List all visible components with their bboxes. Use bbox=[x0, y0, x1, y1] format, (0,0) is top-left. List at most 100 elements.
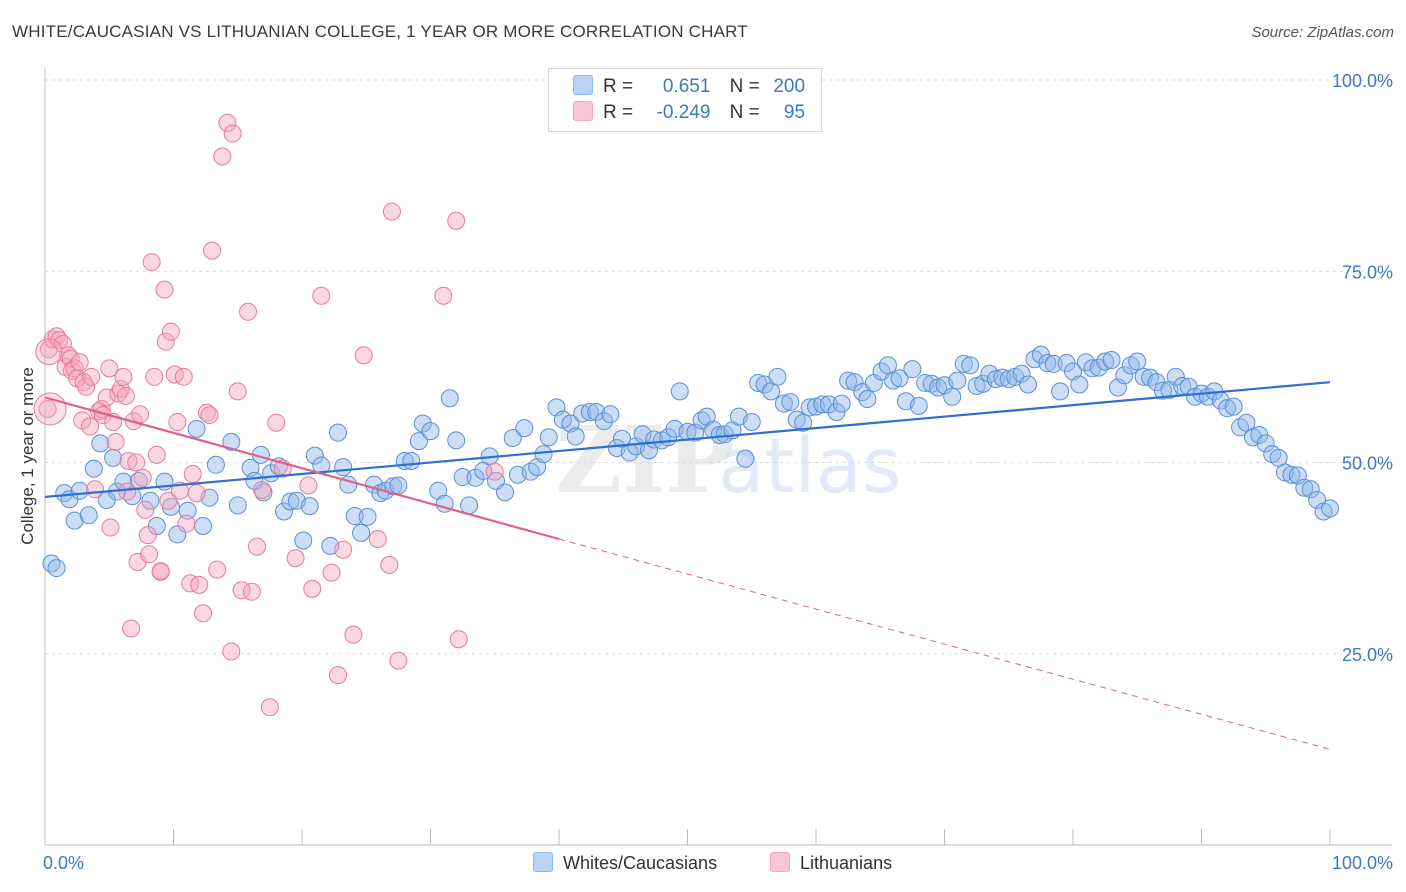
data-point bbox=[845, 373, 864, 392]
tick-labels: 25.0% 50.0% 75.0% 100.0% 0.0% 100.0% bbox=[43, 71, 1393, 873]
y-tick-label: 75.0% bbox=[1342, 262, 1393, 282]
data-point bbox=[449, 630, 468, 649]
data-point bbox=[697, 407, 716, 426]
data-point bbox=[794, 413, 813, 432]
data-point bbox=[460, 496, 479, 515]
data-point bbox=[742, 412, 761, 431]
data-point bbox=[986, 370, 1005, 389]
data-point bbox=[106, 432, 125, 451]
data-point bbox=[100, 359, 119, 378]
data-point bbox=[127, 453, 146, 472]
data-point bbox=[839, 371, 858, 390]
data-point bbox=[228, 496, 247, 515]
source-label: Source: ZipAtlas.com bbox=[1251, 24, 1394, 41]
data-point bbox=[168, 412, 187, 431]
data-point bbox=[142, 253, 161, 272]
data-point bbox=[354, 346, 373, 365]
data-point bbox=[334, 540, 353, 559]
data-point bbox=[1321, 499, 1339, 518]
data-point bbox=[70, 481, 89, 500]
stats-row-lithuanians: R = -0.249 N = 95 bbox=[573, 101, 805, 125]
data-point bbox=[878, 356, 897, 375]
data-point bbox=[1115, 366, 1134, 385]
data-point bbox=[402, 451, 421, 470]
n-value: 200 bbox=[773, 76, 806, 97]
data-point bbox=[79, 506, 98, 525]
data-point bbox=[183, 464, 202, 483]
data-point bbox=[206, 455, 225, 474]
data-point bbox=[832, 394, 851, 413]
data-point bbox=[601, 405, 620, 424]
data-point bbox=[447, 431, 466, 450]
data-point bbox=[749, 373, 768, 392]
data-point bbox=[91, 434, 110, 453]
data-point bbox=[368, 530, 387, 548]
data-point bbox=[1019, 375, 1038, 394]
data-point bbox=[389, 651, 408, 670]
data-point bbox=[344, 625, 363, 644]
data-point bbox=[858, 390, 877, 409]
data-point bbox=[248, 537, 267, 556]
data-point bbox=[1256, 434, 1275, 453]
data-point bbox=[447, 211, 466, 230]
data-point bbox=[77, 377, 96, 396]
trend-line-lithuanians-extension bbox=[558, 538, 1331, 750]
data-point bbox=[65, 511, 84, 530]
data-point bbox=[242, 582, 261, 601]
data-point bbox=[38, 399, 57, 418]
data-point bbox=[47, 559, 66, 578]
data-point bbox=[345, 507, 364, 526]
data-point bbox=[156, 332, 175, 351]
r-label: R = bbox=[603, 76, 634, 97]
data-point bbox=[82, 367, 101, 386]
series-lithuanians-points bbox=[33, 113, 504, 717]
data-point bbox=[580, 403, 599, 422]
data-point bbox=[890, 369, 909, 388]
data-point bbox=[1096, 352, 1115, 371]
data-point bbox=[503, 429, 522, 448]
data-point bbox=[218, 113, 237, 132]
data-point bbox=[954, 354, 973, 373]
data-point bbox=[1102, 350, 1121, 369]
data-point bbox=[961, 356, 980, 375]
data-point bbox=[1012, 364, 1031, 383]
data-point bbox=[101, 518, 120, 537]
data-point bbox=[80, 417, 99, 436]
data-point bbox=[114, 367, 133, 386]
data-point bbox=[434, 286, 453, 305]
data-point bbox=[53, 334, 72, 353]
legend-item-lithuanians[interactable]: Lithuanians bbox=[770, 852, 892, 874]
data-point bbox=[943, 387, 962, 406]
legend-item-whites[interactable]: Whites/Caucasians bbox=[533, 852, 717, 874]
grid-lines bbox=[45, 79, 1392, 655]
data-point bbox=[97, 388, 116, 407]
watermark-zip: ZIP bbox=[555, 406, 734, 514]
data-point bbox=[1166, 367, 1185, 386]
data-point bbox=[409, 432, 428, 451]
data-point bbox=[1128, 352, 1147, 371]
data-point bbox=[1141, 368, 1160, 387]
data-point bbox=[594, 412, 613, 431]
trend-line-lithuanians bbox=[44, 396, 560, 541]
legend-label: Lithuanians bbox=[800, 853, 893, 873]
data-point bbox=[228, 382, 247, 401]
data-point bbox=[159, 491, 178, 510]
data-point bbox=[104, 448, 123, 467]
data-point bbox=[1044, 354, 1063, 373]
data-point bbox=[305, 446, 324, 465]
data-point bbox=[194, 516, 213, 535]
data-point bbox=[1070, 375, 1089, 394]
data-point bbox=[774, 394, 793, 413]
data-point bbox=[384, 477, 403, 496]
data-point bbox=[328, 423, 347, 442]
data-point bbox=[566, 427, 585, 446]
y-tick-label: 100.0% bbox=[1332, 71, 1393, 91]
data-point bbox=[181, 574, 200, 593]
data-point bbox=[670, 382, 689, 401]
r-value: -0.249 bbox=[656, 102, 711, 123]
data-point bbox=[909, 396, 928, 415]
data-point bbox=[1051, 382, 1070, 401]
data-point bbox=[389, 476, 408, 495]
data-point bbox=[140, 545, 159, 564]
